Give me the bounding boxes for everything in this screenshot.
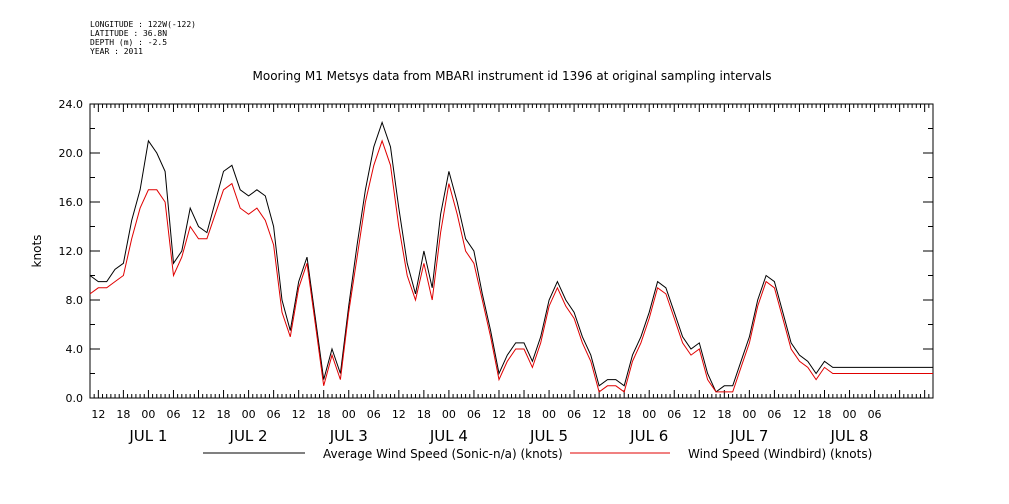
- x-tick-label: 12: [492, 408, 506, 421]
- date-label: JUL 1: [128, 427, 167, 445]
- x-tick-label: 12: [392, 408, 406, 421]
- x-tick-label: 12: [292, 408, 306, 421]
- x-tick-label: 12: [192, 408, 206, 421]
- longitude-label: LONGITUDE : 122W(-122): [90, 20, 196, 29]
- series-average-wind-speed: [89, 120, 933, 393]
- x-tick-label: 00: [843, 408, 857, 421]
- year-label: YEAR : 2011: [90, 47, 143, 56]
- y-tick-label: 24.0: [59, 98, 84, 111]
- x-tick-label: 18: [817, 408, 831, 421]
- legend-label-average: Average Wind Speed (Sonic-n/a) (knots): [323, 447, 563, 461]
- x-axis: [89, 104, 934, 398]
- y-axis: 0.0 4.0 8.0 12.0 16.0 20.0 24.0: [59, 98, 933, 405]
- y-tick-label: 4.0: [66, 343, 84, 356]
- x-tick-label: 06: [667, 408, 681, 421]
- x-tick-labels: 12 18 00 06 12 18 00 06 12 18 00 06 12 18 00 06 12 18 00 06…: [91, 408, 881, 421]
- y-tick-label: 12.0: [59, 245, 84, 258]
- x-tick-label: 06: [367, 408, 381, 421]
- x-tick-label: 18: [517, 408, 531, 421]
- x-tick-label: 00: [642, 408, 656, 421]
- y-tick-label: 8.0: [66, 294, 84, 307]
- date-label: JUL 8: [829, 427, 868, 445]
- x-tick-label: 18: [717, 408, 731, 421]
- plot-frame: [89, 103, 934, 399]
- x-tick-label: 12: [91, 408, 105, 421]
- x-tick-label: 00: [342, 408, 356, 421]
- x-tick-label: 00: [242, 408, 256, 421]
- date-label: JUL 2: [229, 427, 268, 445]
- x-tick-label: 18: [317, 408, 331, 421]
- x-tick-label: 06: [767, 408, 781, 421]
- x-tick-label: 00: [141, 408, 155, 421]
- x-tick-label: 12: [792, 408, 806, 421]
- y-axis-label: knots: [30, 235, 44, 268]
- x-tick-label: 00: [542, 408, 556, 421]
- date-labels: JUL 1 JUL 2 JUL 3 JUL 4 JUL 5 JUL 6 JUL 7 JUL 8: [128, 427, 868, 445]
- latitude-label: LATITUDE : 36.8N: [90, 29, 168, 38]
- y-tick-label: 16.0: [59, 196, 84, 209]
- x-tick-label: 18: [617, 408, 631, 421]
- x-tick-label: 18: [116, 408, 130, 421]
- x-tick-label: 12: [692, 408, 706, 421]
- depth-label: DEPTH (m) : -2.5: [90, 38, 168, 47]
- series-windbird-wind-speed: [89, 139, 933, 393]
- y-tick-label: 20.0: [59, 147, 84, 160]
- date-label: JUL 4: [429, 427, 468, 445]
- x-tick-label: 06: [567, 408, 581, 421]
- x-tick-label: 06: [267, 408, 281, 421]
- chart-title: Mooring M1 Metsys data from MBARI instru…: [253, 69, 772, 83]
- x-tick-label: 12: [592, 408, 606, 421]
- date-label: JUL 7: [729, 427, 768, 445]
- x-tick-label: 06: [166, 408, 180, 421]
- x-tick-label: 00: [442, 408, 456, 421]
- date-label: JUL 6: [629, 427, 668, 445]
- x-tick-label: 06: [868, 408, 882, 421]
- metadata-block: LONGITUDE : 122W(-122) LATITUDE : 36.8N …: [90, 20, 196, 56]
- legend-label-windbird: Wind Speed (Windbird) (knots): [688, 447, 872, 461]
- x-tick-label: 18: [417, 408, 431, 421]
- x-tick-label: 06: [467, 408, 481, 421]
- legend: Average Wind Speed (Sonic-n/a) (knots) W…: [203, 447, 872, 461]
- y-tick-label: 0.0: [66, 392, 84, 405]
- x-tick-label: 00: [742, 408, 756, 421]
- x-tick-label: 18: [217, 408, 231, 421]
- date-label: JUL 5: [529, 427, 568, 445]
- date-label: JUL 3: [329, 427, 368, 445]
